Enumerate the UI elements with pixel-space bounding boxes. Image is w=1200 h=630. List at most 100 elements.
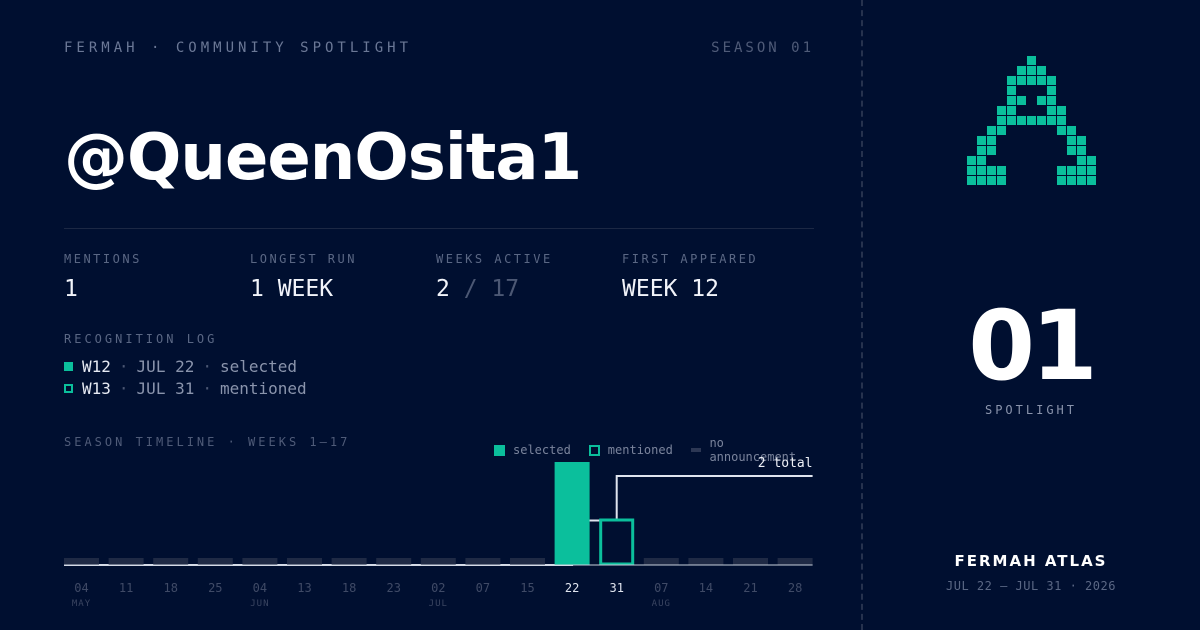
logo-pixel <box>1007 86 1016 95</box>
bar-none <box>287 558 322 565</box>
logo-pixel <box>997 116 1006 125</box>
logo-pixel <box>987 166 996 175</box>
logo-pixel <box>1037 76 1046 85</box>
stat-first-appeared: FIRST APPEARED WEEK 12 <box>622 252 758 302</box>
stat-weeks-active: WEEKS ACTIVE 2 / 17 <box>436 252 553 302</box>
brand-name: FERMAH ATLAS <box>954 552 1108 570</box>
stat-label: FIRST APPEARED <box>622 252 759 266</box>
logo-pixel <box>1007 116 1016 125</box>
bar-none <box>242 558 278 565</box>
logo-pixel <box>1047 96 1056 105</box>
logo-pixel <box>1037 66 1046 75</box>
mentioned-swatch-icon <box>588 444 600 456</box>
log-entry-selected: W12 · JUL 22 · selected <box>64 357 297 376</box>
bar-selected <box>554 462 590 565</box>
logo-pixel <box>1007 106 1016 115</box>
logo-pixel <box>1017 116 1026 125</box>
legend-label: mentioned <box>607 443 673 457</box>
x-tick-label: 25 <box>208 581 222 595</box>
bar-none <box>510 558 545 565</box>
logo-pixel <box>997 106 1006 115</box>
divider-rule <box>64 228 814 229</box>
logo-pixel <box>1077 156 1086 165</box>
x-tick-label: 28 <box>788 581 802 595</box>
log-date: JUL 31 <box>136 379 195 398</box>
stat-value: WEEK 12 <box>622 276 719 302</box>
logo-pixel <box>977 146 986 155</box>
logo-pixel <box>1027 56 1036 65</box>
logo-pixel <box>1057 176 1066 185</box>
bar-none <box>777 558 813 565</box>
logo-pixel <box>1077 136 1086 145</box>
logo-pixel <box>1087 176 1096 185</box>
x-tick-label: 31 <box>609 581 623 595</box>
logo-pixel <box>1027 66 1036 75</box>
logo-pixel <box>1047 86 1056 95</box>
month-label: JUN <box>250 599 269 609</box>
bar-none <box>465 558 501 565</box>
legend-none: no announcement <box>690 436 814 464</box>
log-separator: · <box>202 379 212 398</box>
logo-pixel <box>987 176 996 185</box>
logo-pixel <box>1067 166 1076 175</box>
logo-pixel <box>997 166 1006 175</box>
logo-pixel <box>967 156 976 165</box>
logo-pixel <box>977 166 986 175</box>
date-range: JUL 22 — JUL 31 · 2026 <box>946 579 1116 593</box>
x-tick-label: 07 <box>476 581 490 595</box>
pixel-a-logo-icon <box>967 56 1096 185</box>
log-week: W12 <box>82 357 111 376</box>
bar-none <box>197 558 233 565</box>
header-eyebrow: FERMAH · COMMUNITY SPOTLIGHT <box>64 40 413 56</box>
recognition-log-title: RECOGNITION LOG <box>64 332 218 346</box>
chart-legend: selected mentioned no announcement <box>494 436 814 464</box>
bar-none <box>420 558 456 565</box>
bar-mentioned <box>599 518 635 566</box>
logo-pixel <box>1007 76 1016 85</box>
logo-pixel <box>1067 146 1076 155</box>
x-tick-label: 04 <box>74 581 88 595</box>
logo-pixel <box>967 166 976 175</box>
logo-pixel <box>1067 136 1076 145</box>
user-handle: @QueenOsita1 <box>64 121 582 195</box>
logo-pixel <box>967 176 976 185</box>
logo-pixel <box>1067 176 1076 185</box>
stat-label: LONGEST RUN <box>250 252 357 266</box>
bar-none <box>643 558 679 565</box>
stat-value: 1 <box>64 276 78 302</box>
logo-pixel <box>1067 126 1076 135</box>
bar-none <box>108 558 144 565</box>
x-tick-label: 11 <box>119 581 133 595</box>
logo-pixel <box>1027 76 1036 85</box>
legend-label: no announcement <box>709 436 797 464</box>
logo-pixel <box>1047 116 1056 125</box>
spotlight-number: 01 <box>968 290 1098 402</box>
logo-pixel <box>1017 76 1026 85</box>
stat-label: MENTIONS <box>64 252 142 266</box>
x-tick-label: 15 <box>520 581 534 595</box>
selected-square-icon <box>64 362 73 371</box>
logo-pixel <box>1077 176 1086 185</box>
bar-none <box>733 558 768 565</box>
logo-pixel <box>977 156 986 165</box>
spotlight-label: SPOTLIGHT <box>984 403 1078 417</box>
timeline-title: SEASON TIMELINE · WEEKS 1–17 <box>64 435 351 449</box>
stat-longest-run: LONGEST RUN 1 WEEK <box>250 252 357 302</box>
month-label: JUL <box>429 599 448 609</box>
log-status: selected <box>219 357 298 376</box>
month-label: AUG <box>652 599 671 609</box>
logo-pixel <box>987 146 996 155</box>
logo-pixel <box>1017 96 1026 105</box>
logo-pixel <box>1087 156 1096 165</box>
cumulative-line <box>64 475 813 566</box>
legend-label: selected <box>513 443 571 457</box>
log-status: mentioned <box>219 379 307 398</box>
none-swatch-icon <box>690 448 702 452</box>
logo-pixel <box>1057 126 1066 135</box>
logo-pixel <box>987 126 996 135</box>
x-tick-label: 18 <box>163 581 177 595</box>
logo-pixel <box>977 176 986 185</box>
bar-none <box>153 558 189 565</box>
season-timeline-chart: 04 11 18 25 04 13 18 23 02 07 15 22 31 07 14 21 28 MAY JUN… <box>64 456 813 609</box>
logo-pixel <box>997 126 1006 135</box>
